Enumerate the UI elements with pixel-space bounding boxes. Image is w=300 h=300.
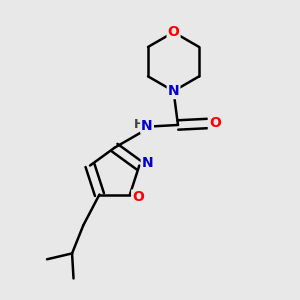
Text: O: O xyxy=(132,190,144,205)
Text: N: N xyxy=(168,84,179,98)
Text: N: N xyxy=(142,156,153,170)
Text: N: N xyxy=(141,119,153,133)
Text: H: H xyxy=(134,118,144,130)
Text: O: O xyxy=(209,116,221,130)
Text: O: O xyxy=(168,25,179,39)
